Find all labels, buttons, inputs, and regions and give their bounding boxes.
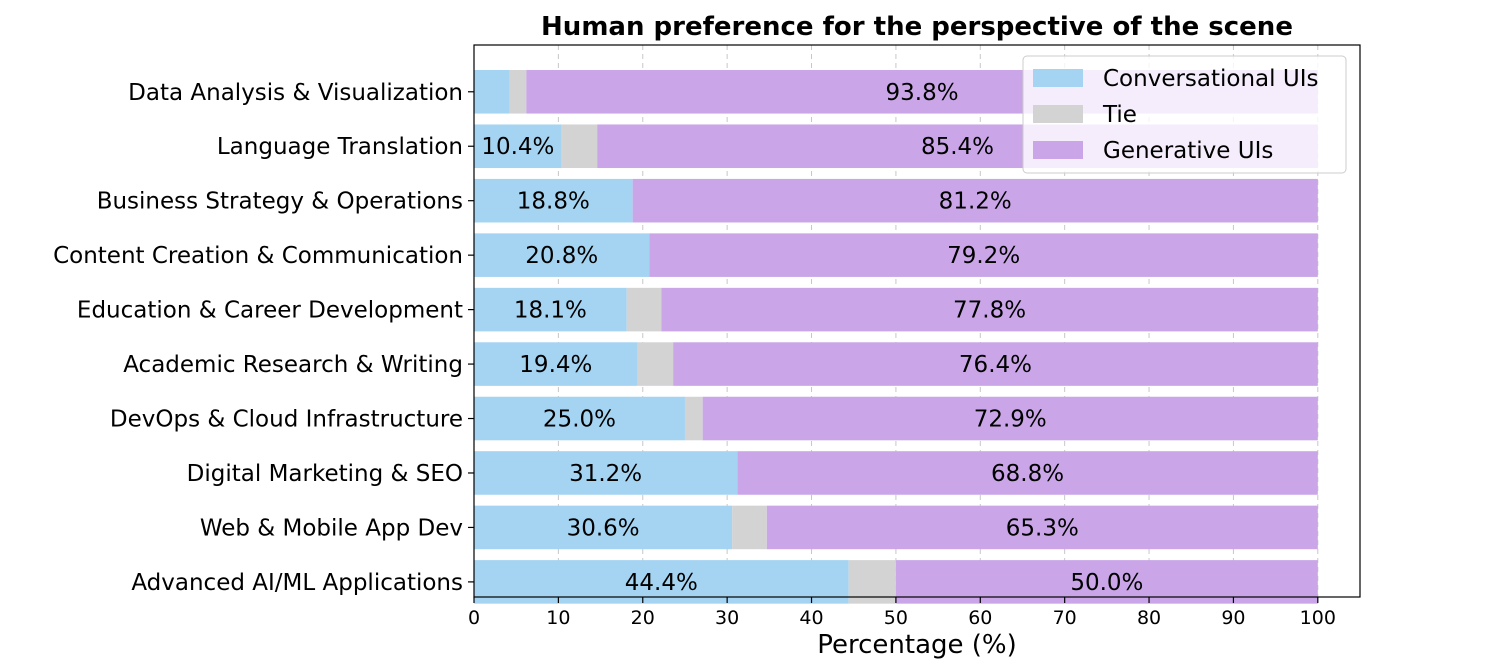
bar-value-label: 30.6% xyxy=(567,515,640,541)
legend-frame xyxy=(1022,55,1347,174)
category-label: Academic Research & Writing xyxy=(123,352,463,378)
category-label: Language Translation xyxy=(217,134,463,160)
bar-value-label: 20.8% xyxy=(525,243,598,269)
bar-tie xyxy=(637,342,674,386)
plot-frame xyxy=(473,44,1361,598)
bar-generative-uis xyxy=(766,505,1318,550)
category-label: DevOps & Cloud Infrastructure xyxy=(110,407,463,433)
chart-title: Human preference for the perspective of … xyxy=(541,12,1293,42)
bar-conversational-uis xyxy=(474,342,638,386)
legend-swatch xyxy=(1033,141,1083,159)
bar-value-label: 65.3% xyxy=(1006,515,1079,541)
x-tick-label: 50 xyxy=(884,607,908,629)
bar-conversational-uis xyxy=(474,178,633,223)
bar-generative-uis xyxy=(673,342,1318,386)
bar-value-label: 44.4% xyxy=(625,570,698,596)
legend-swatch xyxy=(1033,69,1083,87)
category-label: Business Strategy & Operations xyxy=(97,189,463,215)
x-tick-label: 0 xyxy=(468,607,480,629)
x-tick-label: 80 xyxy=(1137,607,1161,629)
bar-labels: 93.8% 10.4% 85.4% 18.8% 81.2% 20.8% 79.2% 18.1%… xyxy=(481,80,1143,596)
x-tick-label: 60 xyxy=(968,607,992,629)
bar-value-label: 79.2% xyxy=(947,243,1020,269)
bar-tie xyxy=(561,124,598,169)
bar-value-label: 72.9% xyxy=(974,407,1047,433)
category-label: Data Analysis & Visualization xyxy=(128,80,463,106)
bar-generative-uis xyxy=(632,178,1318,223)
x-tick-label: 10 xyxy=(546,607,570,629)
category-label: Digital Marketing & SEO xyxy=(187,461,463,487)
bar-value-label: 68.8% xyxy=(991,461,1064,487)
bar-value-label: 81.2% xyxy=(939,189,1012,215)
bar-value-label: 77.8% xyxy=(953,298,1026,324)
x-axis-label: Percentage (%) xyxy=(817,630,1017,660)
legend-swatch xyxy=(1033,105,1083,123)
bar-value-label: 31.2% xyxy=(569,461,642,487)
bar-generative-uis xyxy=(737,451,1318,495)
category-label: Content Creation & Communication xyxy=(53,243,463,269)
category-label: Advanced AI/ML Applications xyxy=(131,570,463,596)
bar-conversational-uis xyxy=(474,70,510,114)
x-tick-label: 100 xyxy=(1300,607,1336,629)
bar-conversational-uis xyxy=(474,505,733,550)
bar-value-label: 76.4% xyxy=(959,352,1032,378)
bar-generative-uis xyxy=(702,396,1318,441)
bar-value-label: 18.8% xyxy=(517,189,590,215)
bar-tie xyxy=(732,505,767,550)
category-label: Education & Career Development xyxy=(77,298,463,324)
x-tick-label: 20 xyxy=(631,607,655,629)
bar-conversational-uis xyxy=(474,451,738,495)
x-axis-ticks: 0 10 20 30 40 50 60 70 80 90 100 xyxy=(468,597,1336,629)
bar-tie xyxy=(626,287,662,332)
x-tick-label: 70 xyxy=(1053,607,1077,629)
bar-value-label: 93.8% xyxy=(886,80,959,106)
bar-tie xyxy=(684,396,703,441)
category-label: Web & Mobile App Dev xyxy=(200,515,463,541)
legend-label: Generative UIs xyxy=(1103,138,1273,164)
legend-label: Conversational UIs xyxy=(1103,66,1318,92)
bar-conversational-uis xyxy=(474,233,650,277)
bar-conversational-uis xyxy=(474,287,627,332)
bar-tie xyxy=(509,70,527,114)
category-labels: Data Analysis & Visualization Language Tr… xyxy=(53,80,474,596)
x-tick-label: 90 xyxy=(1221,607,1245,629)
x-tick-label: 40 xyxy=(799,607,823,629)
bar-value-label: 25.0% xyxy=(543,407,616,433)
bar-conversational-uis xyxy=(474,396,685,441)
bar-value-label: 18.1% xyxy=(514,298,587,324)
bar-value-label: 50.0% xyxy=(1070,570,1143,596)
bar-conversational-uis xyxy=(474,124,562,169)
legend-label: Tie xyxy=(1102,102,1137,128)
bar-value-label: 19.4% xyxy=(519,352,592,378)
bar-generative-uis xyxy=(649,233,1318,277)
bar-value-label: 85.4% xyxy=(921,134,994,160)
bar-generative-uis xyxy=(661,287,1318,332)
x-tick-label: 30 xyxy=(715,607,739,629)
bar-value-label: 10.4% xyxy=(481,134,554,160)
legend: Conversational UIs Tie Generative UIs xyxy=(1022,55,1347,174)
legend-items: Conversational UIs Tie Generative UIs xyxy=(1033,66,1318,164)
